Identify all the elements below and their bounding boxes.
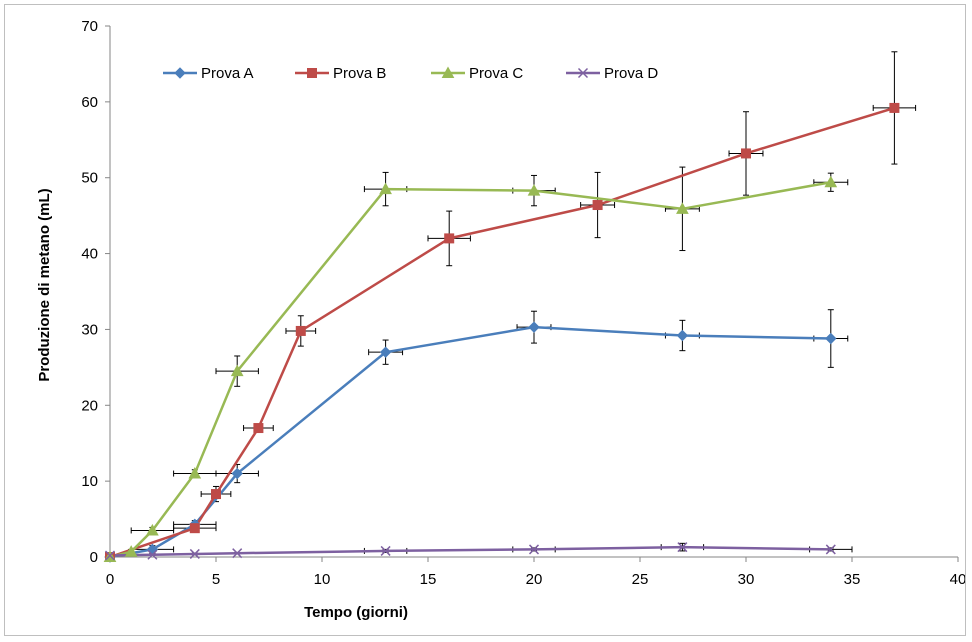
prova-b-marker xyxy=(592,200,603,211)
prova-c-marker xyxy=(188,467,202,479)
prova-c-marker xyxy=(379,182,392,195)
y-tick-label: 10 xyxy=(81,473,98,490)
series-lines xyxy=(109,106,895,559)
legend-marker-prova-d xyxy=(577,67,589,79)
prova-c-marker xyxy=(124,545,138,557)
prova-d-marker xyxy=(380,545,391,556)
x-tick-label: 0 xyxy=(106,571,114,588)
prova-d-marker xyxy=(147,549,158,560)
prova-d-marker xyxy=(528,544,540,555)
y-tick-label: 40 xyxy=(81,246,98,263)
y-tick-label: 60 xyxy=(81,94,98,111)
legend-label-prova-c: Prova C xyxy=(469,65,523,82)
prova-c-marker xyxy=(527,184,541,196)
x-axis-title: Tempo (giorni) xyxy=(304,604,408,621)
data-markers xyxy=(103,102,900,563)
prova-d-marker xyxy=(189,548,200,559)
x-tick-label: 15 xyxy=(420,571,437,588)
prova-d-line xyxy=(109,545,831,557)
prova-b-marker xyxy=(189,523,200,534)
y-tick-label: 30 xyxy=(81,321,98,338)
prova-a-marker xyxy=(231,467,243,480)
prova-d-marker xyxy=(677,542,688,553)
x-tick-label: 35 xyxy=(844,571,861,588)
y-tick-label: 20 xyxy=(81,397,98,414)
legend-marker-prova-a xyxy=(174,67,186,79)
axes: 0 10 20 30 40 50 60 70 0 5 10 15 20 25 30 35 40 xyxy=(81,18,966,588)
prova-c-marker xyxy=(676,202,689,214)
prova-a-marker xyxy=(676,329,689,342)
prova-a-marker xyxy=(825,332,837,345)
legend-label-prova-a: Prova A xyxy=(201,65,254,82)
prova-a-marker xyxy=(528,321,540,333)
y-axis-title: Produzione di metano (mL) xyxy=(36,188,53,381)
y-tick-label: 70 xyxy=(81,18,98,35)
prova-b-marker xyxy=(889,102,900,113)
prova-b-marker xyxy=(444,233,455,244)
legend: Prova A Prova B Prova C Prova D xyxy=(163,65,658,82)
legend-label-prova-d: Prova D xyxy=(604,65,658,82)
y-tick-label: 50 xyxy=(81,170,98,187)
prova-d-marker xyxy=(232,548,243,559)
prova-b-marker xyxy=(211,489,221,500)
x-tick-label: 10 xyxy=(314,571,331,588)
prova-d-marker xyxy=(825,544,836,555)
prova-c-marker xyxy=(230,364,244,377)
prova-d-marker xyxy=(104,550,116,561)
y-tick-label: 0 xyxy=(90,549,98,566)
x-tick-label: 30 xyxy=(738,571,755,588)
x-tick-label: 20 xyxy=(526,571,543,588)
legend-marker-prova-c xyxy=(441,66,455,78)
prova-c-marker xyxy=(824,175,838,188)
prova-b-marker xyxy=(253,423,264,434)
prova-a-line xyxy=(109,325,831,559)
x-tick-label: 5 xyxy=(212,571,220,588)
x-tick-label: 40 xyxy=(950,571,965,588)
prova-a-marker xyxy=(379,346,392,358)
prova-c-marker xyxy=(146,523,159,536)
prova-b-marker xyxy=(741,148,751,159)
legend-label-prova-b: Prova B xyxy=(333,65,386,82)
x-tick-label: 25 xyxy=(632,571,649,588)
prova-b-marker xyxy=(295,325,306,336)
legend-marker-prova-b xyxy=(307,68,317,78)
